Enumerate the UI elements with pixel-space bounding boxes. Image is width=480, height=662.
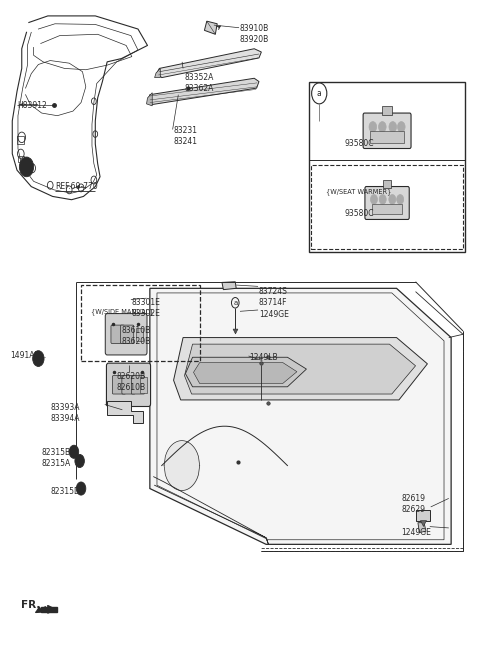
Polygon shape (185, 357, 306, 387)
Polygon shape (184, 344, 416, 394)
FancyBboxPatch shape (122, 375, 135, 394)
Polygon shape (155, 68, 160, 77)
Polygon shape (417, 510, 430, 522)
FancyBboxPatch shape (105, 314, 147, 355)
Polygon shape (149, 78, 259, 105)
Text: 83910B
83920B: 83910B 83920B (240, 24, 269, 44)
Circle shape (19, 157, 34, 177)
Text: 82619
82629: 82619 82629 (401, 494, 425, 514)
Circle shape (379, 195, 386, 204)
Polygon shape (174, 338, 427, 400)
Circle shape (389, 195, 396, 204)
Text: {W/SIDE MANUAL}: {W/SIDE MANUAL} (91, 308, 153, 314)
Polygon shape (146, 93, 152, 106)
Polygon shape (107, 401, 143, 423)
Circle shape (75, 454, 84, 467)
FancyBboxPatch shape (363, 113, 411, 148)
Bar (309, 81, 466, 252)
Circle shape (379, 122, 386, 132)
FancyBboxPatch shape (112, 375, 126, 394)
Text: a: a (317, 89, 322, 98)
Text: 1249GE: 1249GE (401, 528, 431, 537)
Circle shape (389, 122, 396, 132)
Text: 82620B
82610B: 82620B 82610B (117, 371, 146, 392)
Bar (81, 285, 200, 361)
Circle shape (78, 485, 84, 492)
Text: 83231
83241: 83231 83241 (174, 126, 198, 146)
Circle shape (371, 195, 377, 204)
FancyBboxPatch shape (120, 325, 134, 344)
Text: 83301E
83302E: 83301E 83302E (132, 297, 161, 318)
Text: 93580C: 93580C (344, 209, 374, 218)
Circle shape (35, 354, 41, 363)
Text: REF.60-770: REF.60-770 (55, 182, 98, 191)
Bar (372, 204, 402, 214)
Polygon shape (157, 49, 261, 77)
Text: 1249GE: 1249GE (259, 310, 289, 319)
Bar (383, 180, 392, 189)
Bar (136, 328, 143, 341)
Circle shape (77, 457, 82, 465)
Bar (17, 136, 24, 144)
FancyBboxPatch shape (111, 325, 124, 344)
Circle shape (72, 448, 76, 455)
Polygon shape (222, 282, 236, 290)
Polygon shape (41, 606, 57, 612)
Polygon shape (150, 289, 451, 544)
Text: H83912: H83912 (17, 101, 47, 111)
Circle shape (33, 351, 44, 367)
Circle shape (369, 122, 377, 132)
Text: 83393A
83394A: 83393A 83394A (50, 403, 80, 423)
Circle shape (397, 122, 405, 132)
Bar (383, 106, 392, 115)
Text: 1491AD: 1491AD (10, 351, 40, 359)
Circle shape (396, 195, 404, 204)
Text: 82315B
82315A: 82315B 82315A (42, 448, 71, 468)
Circle shape (69, 446, 79, 458)
Text: 82315D: 82315D (50, 487, 80, 496)
FancyBboxPatch shape (132, 375, 144, 394)
Text: FR.: FR. (21, 600, 40, 610)
Text: {W/SEAT WARMER}: {W/SEAT WARMER} (326, 189, 392, 195)
Polygon shape (204, 21, 217, 34)
Text: 83610B
83620B: 83610B 83620B (121, 326, 151, 346)
Bar (18, 156, 24, 162)
Text: 83724S
83714F: 83724S 83714F (259, 287, 288, 307)
Bar (140, 377, 147, 393)
Circle shape (76, 482, 86, 495)
Bar (371, 132, 404, 143)
Text: 1249LB: 1249LB (250, 354, 278, 362)
Text: 83352A
83362A: 83352A 83362A (184, 73, 214, 93)
FancyBboxPatch shape (107, 363, 151, 406)
Text: 93580C: 93580C (344, 138, 374, 148)
Bar (311, 165, 463, 249)
Text: a: a (233, 300, 238, 306)
Polygon shape (418, 523, 426, 532)
FancyBboxPatch shape (365, 187, 409, 220)
Polygon shape (193, 363, 297, 383)
